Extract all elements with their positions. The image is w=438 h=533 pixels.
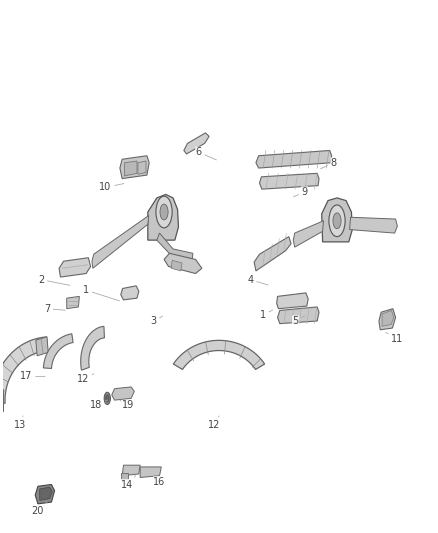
Text: 9: 9 [293,187,307,197]
Polygon shape [35,484,55,504]
Polygon shape [293,221,324,247]
Polygon shape [321,198,352,242]
Circle shape [106,395,109,402]
Polygon shape [148,195,178,240]
Polygon shape [36,337,48,356]
Text: 3: 3 [151,316,162,326]
Text: 11: 11 [386,333,403,344]
Polygon shape [112,387,134,400]
Text: 12: 12 [208,416,221,430]
Polygon shape [43,334,73,368]
Polygon shape [184,133,209,154]
Circle shape [329,205,345,237]
Circle shape [333,213,341,229]
Polygon shape [67,296,79,309]
Polygon shape [92,215,149,268]
Polygon shape [256,150,332,168]
Text: 13: 13 [14,416,26,430]
Text: 19: 19 [120,400,134,410]
Polygon shape [277,293,308,309]
Text: 5: 5 [293,316,304,326]
Polygon shape [382,310,394,326]
Circle shape [104,392,110,405]
Text: 18: 18 [90,400,107,410]
Text: 10: 10 [99,182,124,192]
Polygon shape [40,487,52,500]
Polygon shape [121,286,139,300]
Text: 6: 6 [196,147,216,160]
Text: 4: 4 [247,274,268,285]
Polygon shape [124,161,137,176]
Text: 2: 2 [38,274,70,285]
Polygon shape [0,337,47,404]
Polygon shape [59,258,91,277]
Text: 7: 7 [44,304,65,314]
Polygon shape [350,217,397,233]
Text: 1: 1 [260,310,273,320]
Polygon shape [122,465,140,476]
Polygon shape [140,467,161,478]
Polygon shape [379,309,396,330]
Polygon shape [157,233,193,262]
Circle shape [156,196,172,228]
Text: 14: 14 [120,476,136,489]
Circle shape [160,204,168,220]
Text: 12: 12 [77,374,94,384]
Polygon shape [0,389,3,411]
Text: 16: 16 [153,476,166,487]
Polygon shape [138,161,146,174]
Polygon shape [81,326,104,370]
Polygon shape [171,260,182,271]
Polygon shape [173,341,265,369]
Text: 1: 1 [83,285,120,301]
Polygon shape [260,173,319,189]
Polygon shape [278,307,319,324]
Text: 8: 8 [321,158,337,168]
Polygon shape [120,156,149,179]
Text: 17: 17 [20,372,45,382]
Polygon shape [164,253,202,273]
Text: 20: 20 [32,502,47,516]
Polygon shape [121,473,128,479]
Polygon shape [254,237,291,271]
